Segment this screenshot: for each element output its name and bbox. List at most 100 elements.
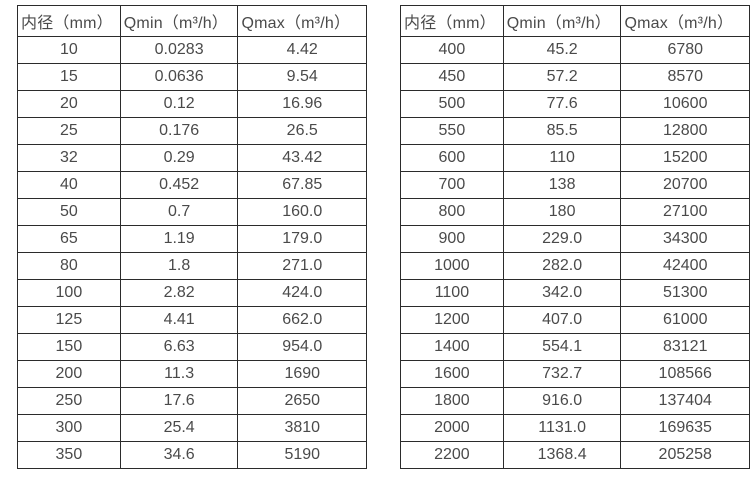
table-cell: 0.452	[119, 171, 239, 199]
table-cell: 20	[17, 90, 121, 118]
table-cell: 6.63	[119, 333, 239, 361]
table-cell: 900	[400, 225, 504, 253]
table-row: 40 0.452 67.85	[17, 171, 367, 199]
table-cell: 282.0	[502, 252, 622, 280]
table-cell: 800	[400, 198, 504, 226]
table-cell: 1368.4	[502, 441, 622, 469]
table-cell: 954.0	[237, 333, 367, 361]
table-cell: 407.0	[502, 306, 622, 334]
table-row: 10 0.0283 4.42	[17, 36, 367, 64]
table-cell: 0.0283	[119, 36, 239, 64]
table-cell: 200	[17, 360, 121, 388]
table-row: 1100 342.0 51300	[400, 279, 750, 307]
table-cell: 450	[400, 63, 504, 91]
table-row: 450 57.2 8570	[400, 63, 750, 91]
table-cell: 662.0	[237, 306, 367, 334]
table-cell: 916.0	[502, 387, 622, 415]
table-cell: 11.3	[119, 360, 239, 388]
table-cell: 250	[17, 387, 121, 415]
table-row: 125 4.41 662.0	[17, 306, 367, 334]
table-cell: 27100	[620, 198, 750, 226]
table-cell: 65	[17, 225, 121, 253]
table-cell: 43.42	[237, 144, 367, 172]
table-cell: 9.54	[237, 63, 367, 91]
table-cell: 554.1	[502, 333, 622, 361]
table-row: 350 34.6 5190	[17, 441, 367, 469]
table-cell: 125	[17, 306, 121, 334]
table-cell: 271.0	[237, 252, 367, 280]
table-cell: 1690	[237, 360, 367, 388]
table-cell: 8570	[620, 63, 750, 91]
table-row: 65 1.19 179.0	[17, 225, 367, 253]
column-header: Qmax（m³/h）	[620, 5, 750, 37]
table-cell: 150	[17, 333, 121, 361]
table-cell: 12800	[620, 117, 750, 145]
table-row: 550 85.5 12800	[400, 117, 750, 145]
table-cell: 1600	[400, 360, 504, 388]
table-cell: 350	[17, 441, 121, 469]
table-cell: 20700	[620, 171, 750, 199]
table-row: 250 17.6 2650	[17, 387, 367, 415]
table-cell: 15	[17, 63, 121, 91]
table-cell: 2.82	[119, 279, 239, 307]
table-row: 80 1.8 271.0	[17, 252, 367, 280]
column-header: 内径（mm）	[17, 5, 121, 37]
table-cell: 180	[502, 198, 622, 226]
table-cell: 0.176	[119, 117, 239, 145]
column-header: Qmax（m³/h）	[237, 5, 367, 37]
table-cell: 424.0	[237, 279, 367, 307]
table-row: 2200 1368.4 205258	[400, 441, 750, 469]
table-cell: 1800	[400, 387, 504, 415]
page: 内径（mm） Qmin（m³/h） Qmax（m³/h） 10 0.0283 4.42 15…	[17, 5, 750, 469]
table-row: 700 138 20700	[400, 171, 750, 199]
table-cell: 1400	[400, 333, 504, 361]
table-cell: 67.85	[237, 171, 367, 199]
table-cell: 1100	[400, 279, 504, 307]
table-cell: 342.0	[502, 279, 622, 307]
table-row: 1400 554.1 83121	[400, 333, 750, 361]
table-row: 300 25.4 3810	[17, 414, 367, 442]
table-cell: 1200	[400, 306, 504, 334]
table-cell: 100	[17, 279, 121, 307]
table-cell: 137404	[620, 387, 750, 415]
column-header: Qmin（m³/h）	[502, 5, 622, 37]
header-row: 内径（mm） Qmin（m³/h） Qmax（m³/h）	[400, 5, 750, 37]
table-cell: 15200	[620, 144, 750, 172]
table-cell: 169635	[620, 414, 750, 442]
table-row: 32 0.29 43.42	[17, 144, 367, 172]
table-row: 1600 732.7 108566	[400, 360, 750, 388]
table-cell: 205258	[620, 441, 750, 469]
table-cell: 83121	[620, 333, 750, 361]
table-row: 25 0.176 26.5	[17, 117, 367, 145]
table-cell: 500	[400, 90, 504, 118]
table-cell: 600	[400, 144, 504, 172]
table-cell: 229.0	[502, 225, 622, 253]
table-row: 800 180 27100	[400, 198, 750, 226]
column-header: 内径（mm）	[400, 5, 504, 37]
table-row: 600 110 15200	[400, 144, 750, 172]
table-cell: 16.96	[237, 90, 367, 118]
table-cell: 25	[17, 117, 121, 145]
table-row: 1200 407.0 61000	[400, 306, 750, 334]
table-cell: 2200	[400, 441, 504, 469]
table-cell: 17.6	[119, 387, 239, 415]
table-cell: 1.8	[119, 252, 239, 280]
table-cell: 34300	[620, 225, 750, 253]
table-cell: 80	[17, 252, 121, 280]
flow-table-small-diameters: 内径（mm） Qmin（m³/h） Qmax（m³/h） 10 0.0283 4.42 15…	[17, 5, 367, 469]
table-cell: 2650	[237, 387, 367, 415]
table-cell: 10	[17, 36, 121, 64]
table-cell: 50	[17, 198, 121, 226]
header-row: 内径（mm） Qmin（m³/h） Qmax（m³/h）	[17, 5, 367, 37]
table-cell: 1131.0	[502, 414, 622, 442]
table-cell: 10600	[620, 90, 750, 118]
table-cell: 61000	[620, 306, 750, 334]
table-row: 200 11.3 1690	[17, 360, 367, 388]
table-cell: 108566	[620, 360, 750, 388]
table-cell: 0.29	[119, 144, 239, 172]
table-cell: 138	[502, 171, 622, 199]
table-cell: 400	[400, 36, 504, 64]
table-row: 20 0.12 16.96	[17, 90, 367, 118]
table-cell: 110	[502, 144, 622, 172]
table-cell: 42400	[620, 252, 750, 280]
